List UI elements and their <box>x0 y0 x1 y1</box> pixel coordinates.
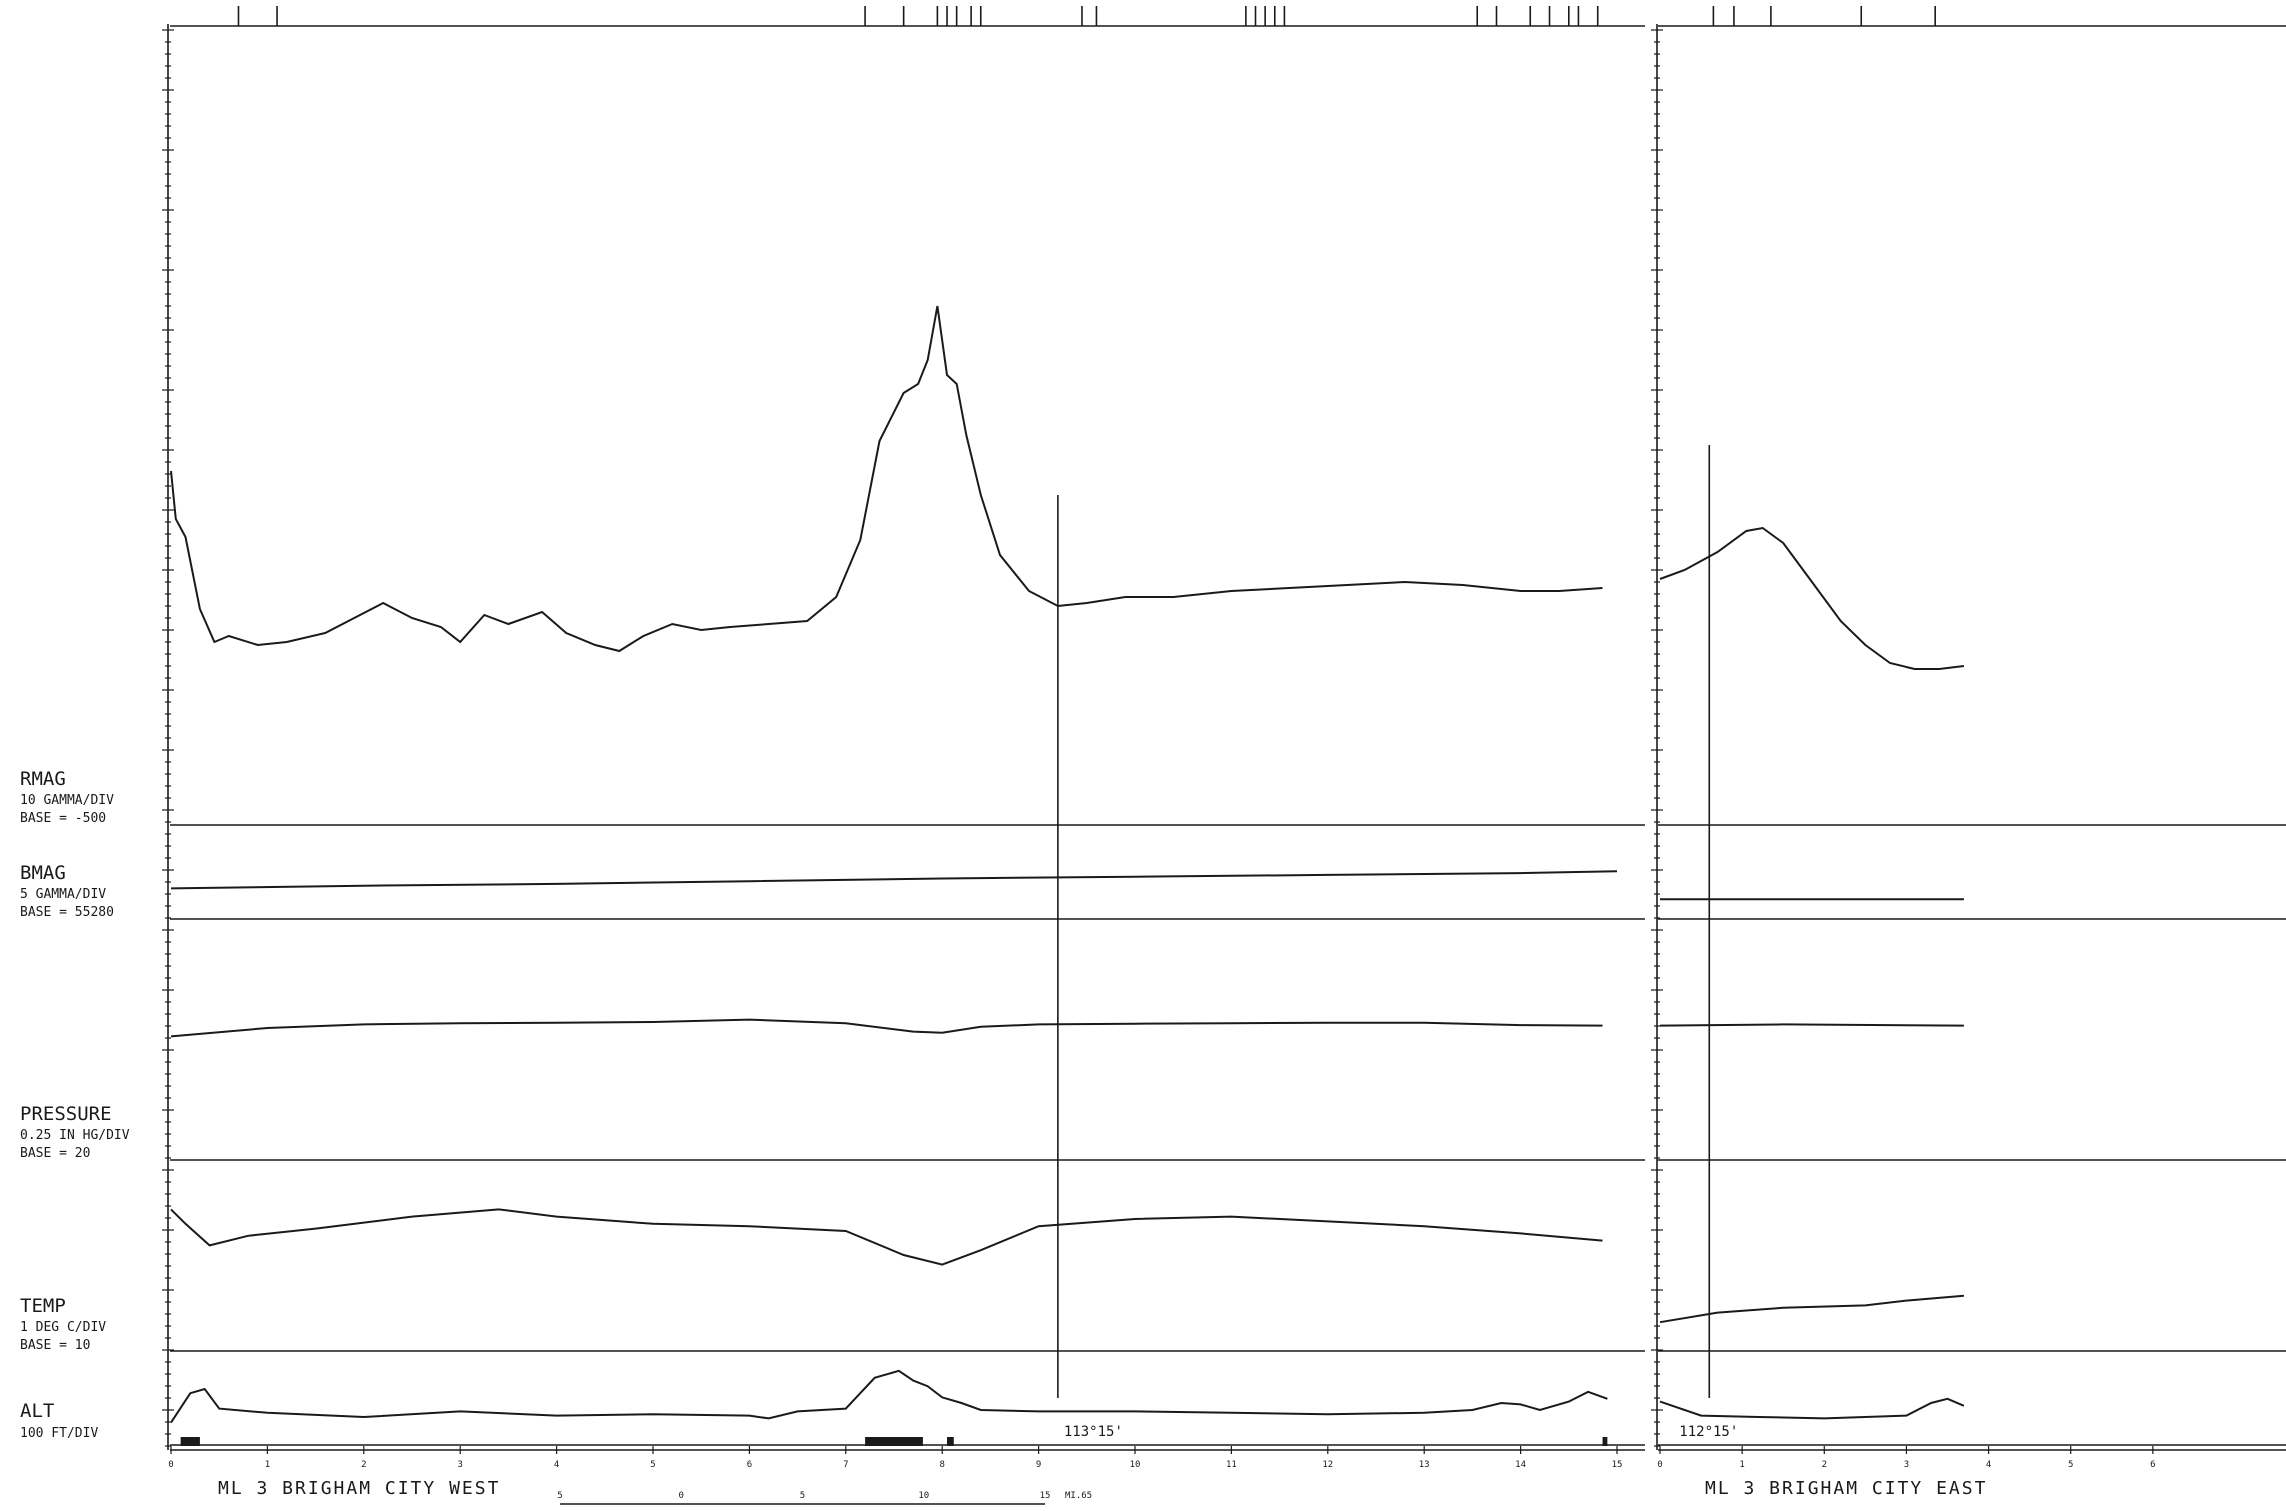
alt-trace-west <box>170 1369 1608 1424</box>
x-tick-label-east: 2 <box>1822 1460 1827 1470</box>
bmag-label: BMAG <box>20 862 66 884</box>
pressure-trace-east <box>1659 1023 1964 1027</box>
x-tick-label-west: 2 <box>361 1460 366 1470</box>
bmag-base: BASE = 55280 <box>20 905 114 920</box>
pressure-trace-west <box>170 1018 1603 1038</box>
scale-bar-tick-label: 5 <box>800 1491 805 1501</box>
x-tick-label-east: 1 <box>1739 1460 1744 1470</box>
x-tick-label-west: 15 <box>1612 1460 1623 1470</box>
bmag-trace-west <box>170 870 1618 890</box>
x-tick-label-west: 6 <box>747 1460 752 1470</box>
pressure-base: BASE = 20 <box>20 1146 91 1161</box>
scale-bar: 5 0 5 10 15 MI.65 <box>557 1491 1092 1505</box>
x-tick-label-west: 13 <box>1419 1460 1430 1470</box>
temp-trace-west <box>170 1208 1603 1266</box>
temp-unit: 1 DEG C/DIV <box>20 1320 107 1335</box>
rmag-unit: 10 GAMMA/DIV <box>20 793 114 808</box>
scale-bar-tick-label: 15 <box>1040 1491 1051 1501</box>
pressure-unit: 0.25 IN HG/DIV <box>20 1128 130 1143</box>
temp-label: TEMP <box>20 1295 66 1317</box>
x-tick-label-west: 11 <box>1226 1460 1237 1470</box>
distance-axis: 113°15' 112°15'0 1 2 3 4 5 6 7 8 9 10 11 12 13 14 15 0 1 2 3… <box>168 1424 2155 1470</box>
panel-title-east: ML 3 BRIGHAM CITY EAST <box>1705 1478 1988 1499</box>
flight-bar <box>1602 1437 1608 1446</box>
alt-trace-east <box>1659 1397 1965 1420</box>
alt-label: ALT <box>20 1400 55 1422</box>
scale-bar-tick-label: 5 <box>557 1491 562 1501</box>
x-tick-label-west: 7 <box>843 1460 848 1470</box>
temp-trace-east <box>1659 1294 1964 1324</box>
x-tick-label-west: 12 <box>1322 1460 1333 1470</box>
x-tick-label-west: 14 <box>1515 1460 1526 1470</box>
x-tick-label-west: 10 <box>1130 1460 1141 1470</box>
scale-bar-tick-label: 0 <box>679 1491 684 1501</box>
panel-title-west: ML 3 BRIGHAM CITY WEST <box>218 1478 501 1499</box>
temp-base: BASE = 10 <box>20 1338 91 1353</box>
flight-bar <box>180 1437 200 1446</box>
pressure-label: PRESSURE <box>20 1103 112 1125</box>
meridian-label-east: 112°15' <box>1679 1424 1738 1440</box>
scale-bar-unit: MI.65 <box>1065 1491 1092 1501</box>
chart-frame <box>162 24 2286 1451</box>
scale-bar-tick-label: 10 <box>918 1491 929 1501</box>
fiducial-marks <box>237 6 1936 26</box>
flight-bar <box>865 1437 923 1446</box>
x-tick-label-west: 3 <box>457 1460 462 1470</box>
x-tick-label-east: 4 <box>1986 1460 1991 1470</box>
rmag-trace-west <box>170 305 1603 653</box>
x-tick-label-west: 1 <box>265 1460 270 1470</box>
rmag-base: BASE = -500 <box>20 811 107 826</box>
x-tick-label-west: 5 <box>650 1460 655 1470</box>
x-tick-label-west: 9 <box>1036 1460 1041 1470</box>
x-tick-label-east: 6 <box>2150 1460 2155 1470</box>
rmag-label: RMAG <box>20 768 66 790</box>
alt-unit: 100 FT/DIV <box>20 1426 99 1441</box>
bmag-unit: 5 GAMMA/DIV <box>20 887 107 902</box>
rmag-trace-east <box>1659 526 1965 670</box>
x-tick-label-east: 3 <box>1904 1460 1909 1470</box>
meridian-label-west: 113°15' <box>1064 1424 1123 1440</box>
x-tick-label-west: 8 <box>939 1460 944 1470</box>
trace-lines <box>170 305 1965 1424</box>
x-tick-label-west: 4 <box>554 1460 559 1470</box>
flight-bar <box>947 1437 954 1446</box>
x-tick-label-west: 0 <box>168 1460 173 1470</box>
x-tick-label-east: 5 <box>2068 1460 2073 1470</box>
x-tick-label-east: 0 <box>1657 1460 1662 1470</box>
